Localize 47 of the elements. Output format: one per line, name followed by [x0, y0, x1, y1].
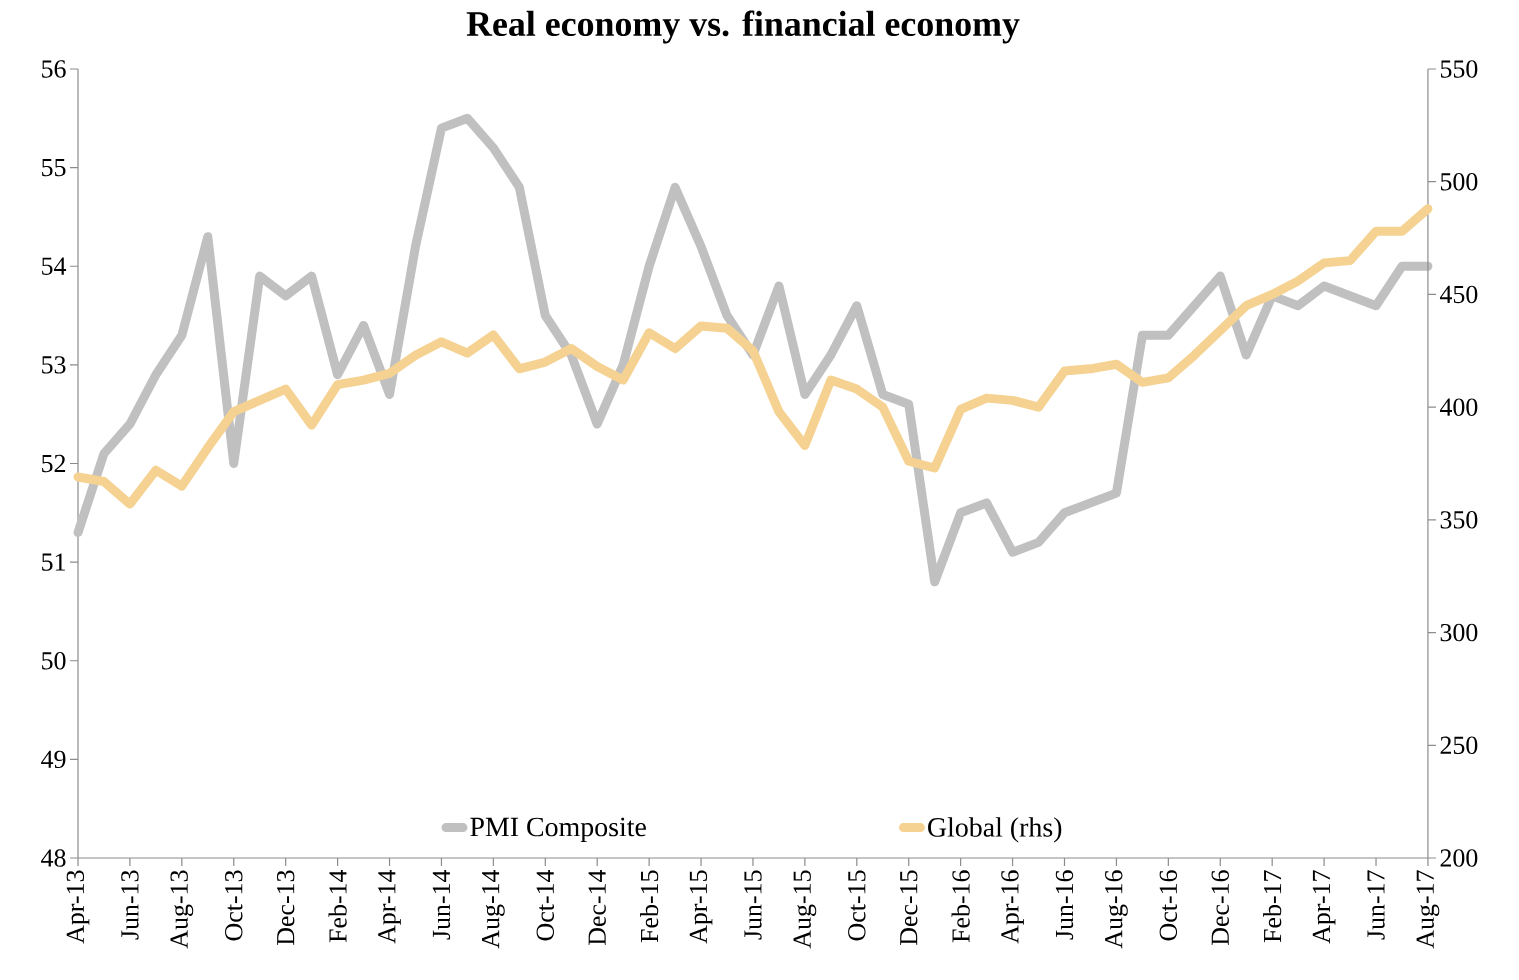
- x-tick-label: Jun-14: [432, 869, 451, 940]
- y2-tick-label: 400: [1439, 398, 1478, 416]
- x-tick-label: Apr-14: [378, 869, 401, 944]
- x-tick-label: Dec-14: [588, 869, 606, 945]
- x-tick-label: Aug-17: [1416, 870, 1440, 949]
- x-tick-label: Jun-16: [1055, 870, 1074, 940]
- y-tick-label: 53: [42, 356, 66, 374]
- x-tick-label: Jun-13: [121, 870, 139, 940]
- y-tick-label: 52: [42, 454, 66, 473]
- x-tick-label: Aug-15: [793, 870, 817, 949]
- x-tick-label: Dec-16: [1211, 870, 1229, 945]
- x-tick-label: Aug-14: [482, 869, 505, 949]
- x-tick-label: Feb-14: [328, 869, 347, 943]
- y2-tick-label: 450: [1439, 285, 1478, 304]
- x-tick-label: Feb-16: [951, 870, 970, 943]
- x-tick-label: Apr-15: [689, 870, 713, 944]
- x-tick-label: Aug-16: [1105, 870, 1128, 949]
- y-tick-label: 56: [42, 60, 66, 78]
- y-tick-label: 50: [42, 652, 66, 670]
- legend-label: Global (rhs): [928, 817, 1062, 843]
- y2-tick-label: 500: [1440, 172, 1478, 191]
- x-tick-label: Jun-17: [1367, 870, 1385, 940]
- y2-tick-label: 250: [1440, 736, 1478, 755]
- x-tick-label: Oct-15: [848, 870, 866, 941]
- y2-tick-label: 350: [1440, 511, 1478, 529]
- legend-label: PMI Composite: [470, 817, 646, 843]
- y-tick-label: 48: [41, 849, 66, 867]
- x-tick-label: Dec-13: [276, 870, 295, 945]
- x-tick-label: Feb-17: [1263, 870, 1282, 943]
- x-tick-label: Jun-15: [744, 870, 762, 940]
- x-tick-label: Oct-16: [1159, 870, 1178, 941]
- x-tick-label: Apr-13: [66, 870, 90, 944]
- x-tick-label: Oct-13: [225, 870, 243, 941]
- x-tick-label: Apr-16: [1001, 870, 1024, 944]
- y-tick-label: 51: [42, 553, 65, 571]
- x-tick-label: Oct-14: [536, 869, 554, 941]
- y2-tick-label: 300: [1440, 623, 1478, 642]
- y2-tick-label: 550: [1440, 60, 1478, 78]
- y-tick-label: 55: [42, 159, 66, 177]
- chart-title: Real economy vs. financial economy: [466, 10, 1020, 44]
- x-tick-label: Apr-17: [1312, 870, 1336, 944]
- y2-tick-label: 200: [1440, 849, 1478, 867]
- x-tick-label: Aug-13: [170, 870, 194, 949]
- y-tick-label: 54: [42, 257, 67, 275]
- x-tick-label: Dec-15: [900, 870, 918, 945]
- y-tick-label: 49: [41, 750, 66, 769]
- x-tick-label: Feb-15: [640, 870, 659, 943]
